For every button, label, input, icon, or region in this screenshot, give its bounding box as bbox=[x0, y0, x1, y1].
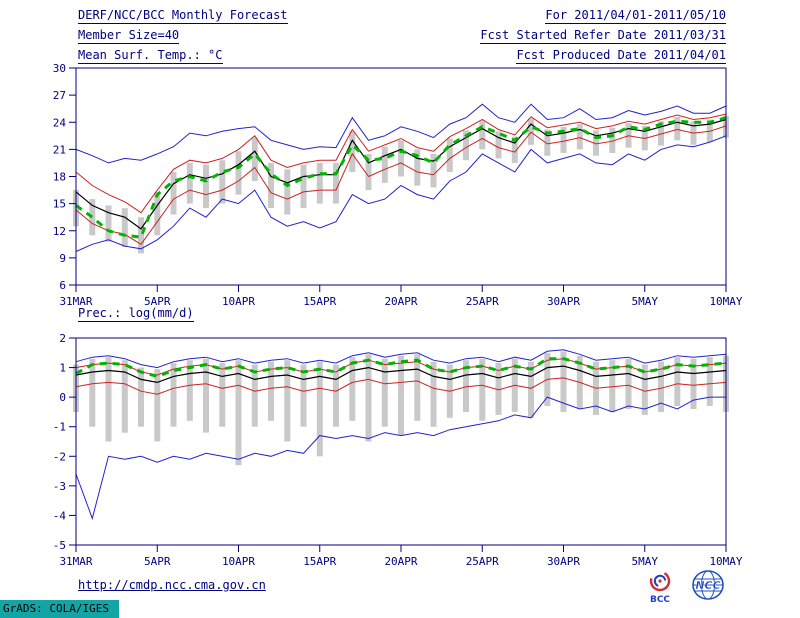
svg-text:-2: -2 bbox=[53, 450, 66, 463]
svg-text:2011: 2011 bbox=[67, 568, 94, 570]
bcc-logo: BCC bbox=[649, 570, 670, 605]
series-upper-quartile bbox=[75, 113, 727, 214]
x-axis: 31MAR 5APR 10APR 15APR 20APR 25APR 30APR 5MAY 10… bbox=[59, 285, 743, 310]
svg-text:9: 9 bbox=[59, 252, 66, 265]
svg-text:-5: -5 bbox=[53, 539, 66, 552]
precip-chart-title: Prec.: log(mm/d) bbox=[78, 306, 194, 322]
svg-text:5MAY: 5MAY bbox=[632, 555, 659, 568]
forecast-valid-range: For 2011/04/01-2011/05/10 bbox=[545, 8, 726, 24]
svg-text:2: 2 bbox=[59, 332, 66, 345]
svg-text:21: 21 bbox=[53, 143, 66, 156]
svg-text:25APR: 25APR bbox=[466, 555, 499, 568]
series-ensemble-max bbox=[75, 349, 727, 369]
svg-text:1: 1 bbox=[59, 362, 66, 375]
temperature-chart: 6 9 12 15 18 21 24 27 30 31MAR 5APR 10APR 15APR 20APR… bbox=[53, 62, 743, 310]
svg-text:6: 6 bbox=[59, 279, 66, 292]
svg-text:10APR: 10APR bbox=[222, 295, 255, 308]
page-title: DERF/NCC/BCC Monthly Forecast bbox=[78, 8, 288, 24]
bcc-logo-label: BCC bbox=[650, 595, 670, 605]
svg-text:5APR: 5APR bbox=[144, 555, 171, 568]
source-url-link[interactable]: http://cmdp.ncc.cma.gov.cn bbox=[78, 578, 266, 592]
series-ensemble-min bbox=[75, 396, 726, 521]
y-axis: 6 9 12 15 18 21 24 27 30 bbox=[53, 62, 76, 292]
series-median bbox=[75, 357, 727, 378]
ncc-logo: NCC bbox=[692, 570, 724, 600]
series-ensemble-mean bbox=[75, 365, 727, 384]
svg-text:10APR: 10APR bbox=[222, 555, 255, 568]
x-axis: 31MAR 5APR 10APR 15APR 20APR 25APR 30APR 5MAY 10… bbox=[59, 545, 743, 570]
svg-text:27: 27 bbox=[53, 89, 66, 102]
svg-text:15APR: 15APR bbox=[303, 295, 336, 308]
svg-text:-4: -4 bbox=[53, 509, 67, 522]
svg-text:30: 30 bbox=[53, 62, 66, 75]
svg-text:15: 15 bbox=[53, 198, 66, 211]
precipitation-chart: -5 -4 -3 -2 -1 0 1 2 31MAR 5APR 10APR 15APR 20APR 25A… bbox=[53, 332, 743, 570]
member-size-label: Member Size=40 bbox=[78, 28, 180, 44]
svg-text:0: 0 bbox=[59, 391, 66, 404]
svg-text:31MAR: 31MAR bbox=[59, 295, 92, 308]
fcst-started-date: Fcst Started Refer Date 2011/03/31 bbox=[480, 28, 726, 44]
svg-text:5APR: 5APR bbox=[144, 295, 171, 308]
y-axis: -5 -4 -3 -2 -1 0 1 2 bbox=[53, 332, 76, 552]
temperature-chart-title: Mean Surf. Temp.: °C bbox=[78, 48, 223, 64]
svg-text:15APR: 15APR bbox=[303, 555, 336, 568]
svg-text:30APR: 30APR bbox=[547, 555, 580, 568]
series-ensemble-mean bbox=[75, 118, 727, 230]
svg-text:2011: 2011 bbox=[67, 308, 94, 310]
fcst-produced-date: Fcst Produced Date 2011/04/01 bbox=[516, 48, 726, 64]
ncc-logo-label: NCC bbox=[695, 579, 720, 592]
svg-text:20APR: 20APR bbox=[384, 555, 417, 568]
svg-text:10MAY: 10MAY bbox=[709, 295, 742, 308]
svg-text:24: 24 bbox=[53, 116, 67, 129]
svg-text:30APR: 30APR bbox=[547, 295, 580, 308]
svg-text:20APR: 20APR bbox=[384, 295, 417, 308]
series-ensemble-max bbox=[75, 103, 727, 164]
svg-text:-1: -1 bbox=[53, 421, 66, 434]
series-ensemble-min bbox=[75, 135, 727, 252]
series-median bbox=[75, 116, 727, 239]
series-lower-quartile bbox=[75, 125, 727, 245]
series-lower-quartile bbox=[75, 377, 727, 395]
svg-text:12: 12 bbox=[53, 225, 66, 238]
svg-text:10MAY: 10MAY bbox=[709, 555, 742, 568]
svg-text:31MAR: 31MAR bbox=[59, 555, 92, 568]
svg-text:18: 18 bbox=[53, 171, 66, 184]
svg-text:5MAY: 5MAY bbox=[632, 295, 659, 308]
grads-stamp: GrADS: COLA/IGES bbox=[0, 600, 119, 618]
svg-text:-3: -3 bbox=[53, 480, 66, 493]
svg-text:25APR: 25APR bbox=[466, 295, 499, 308]
